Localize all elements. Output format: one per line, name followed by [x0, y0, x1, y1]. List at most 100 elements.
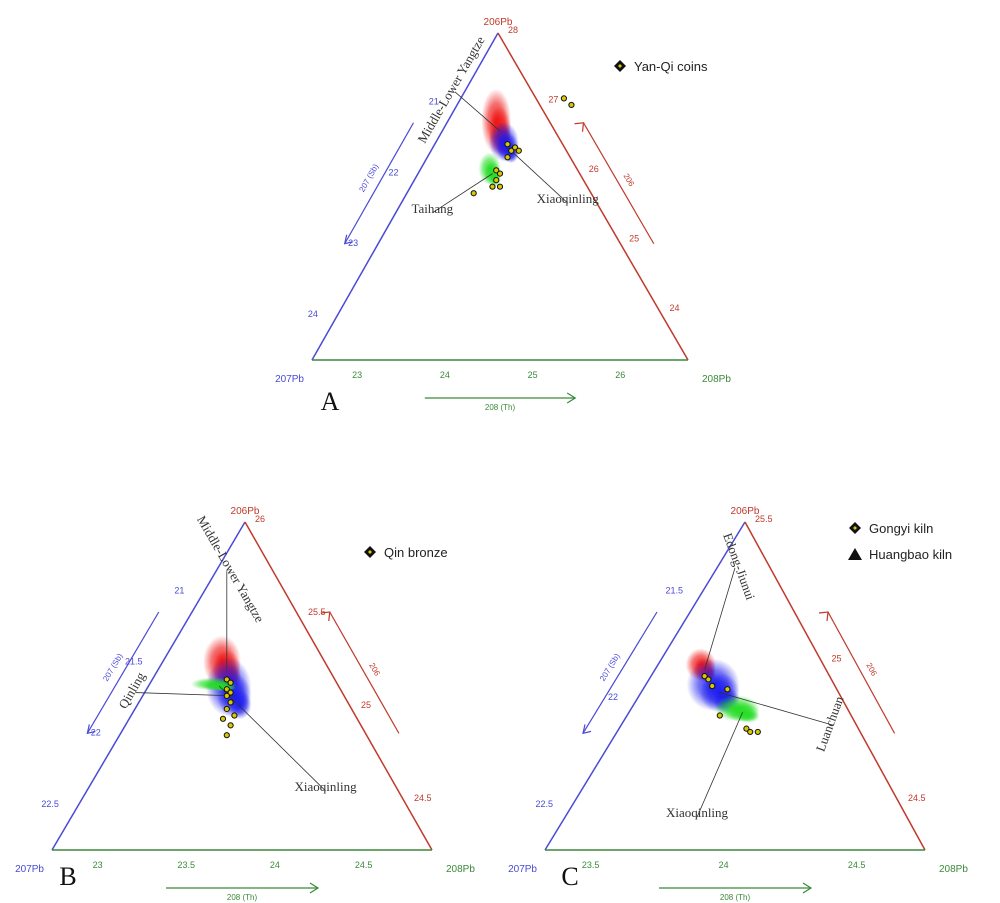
tick-label-bottom: 23.5 — [582, 860, 600, 870]
field-label: Xiaoqinling — [666, 805, 729, 820]
data-point — [743, 725, 750, 732]
data-point — [724, 686, 731, 693]
data-point — [227, 699, 234, 706]
data-point — [504, 141, 511, 148]
vertex-label-right: 208Pb — [446, 864, 475, 875]
panel-label: B — [59, 862, 76, 891]
tick-label-right: 25 — [361, 700, 371, 710]
left-axis-arrow — [86, 611, 160, 734]
left-axis-label: 207 (Sb) — [598, 652, 622, 683]
legend-label: Yan-Qi coins — [634, 59, 708, 74]
triangle-right-side — [497, 32, 689, 361]
right-axis-arrow — [329, 611, 400, 734]
left-axis-arrow — [344, 122, 415, 245]
tick-label-right: 25 — [832, 653, 842, 663]
field-label: Xiaoqinling — [537, 191, 600, 206]
tick-label-bottom: 24 — [440, 370, 450, 380]
data-point — [705, 676, 712, 683]
bottom-axis-label: 208 (Th) — [485, 403, 516, 412]
ternary-panel-a: 28 27 26 25 24 21 22 23 24 23 24 25 26 206Pb 207Pb 208P… — [275, 17, 731, 416]
vertex-label-left: 207Pb — [15, 864, 44, 875]
field-leader-line — [135, 692, 235, 697]
left-axis-arrow — [582, 611, 658, 734]
left-axis-arrowhead — [582, 724, 592, 735]
ternary-panel-b: 26 25.5 25 24.5 21 21.5 22 22.5 23 23.5 24 24.5 206P… — [15, 506, 475, 902]
tick-label-left: 21.5 — [125, 657, 143, 667]
tick-label-bottom: 23 — [93, 860, 103, 870]
field-leader-line — [454, 91, 501, 132]
tick-label-right: 25.5 — [308, 607, 326, 617]
tick-label-right: 27 — [548, 94, 558, 104]
legend-triangle-icon — [848, 548, 862, 560]
data-point — [709, 682, 716, 690]
data-point — [515, 147, 522, 154]
triangle-left-side — [51, 521, 246, 851]
data-point — [227, 722, 234, 729]
data-point — [231, 712, 238, 719]
field-label: Taihang — [411, 201, 453, 216]
left-axis-arrowhead — [86, 724, 96, 735]
data-point — [496, 170, 504, 177]
vertex-label-left: 207Pb — [508, 864, 537, 875]
field-label: Qinling — [115, 669, 148, 711]
field-leader-line — [704, 567, 736, 670]
triangle-left-side — [311, 32, 499, 361]
data-point — [747, 728, 754, 736]
data-point — [493, 167, 500, 174]
right-axis-label: 206 — [367, 661, 382, 678]
data-point — [489, 183, 496, 190]
vertex-label-right: 208Pb — [939, 864, 968, 875]
data-point — [223, 732, 230, 739]
tick-label-bottom: 24.5 — [848, 860, 866, 870]
data-point — [470, 190, 477, 197]
tick-label-bottom: 26 — [615, 370, 625, 380]
left-axis-arrowhead — [343, 234, 353, 245]
data-point — [227, 689, 234, 696]
tick-label-bottom: 23.5 — [178, 860, 196, 870]
tick-label-left: 22 — [388, 167, 398, 177]
vertex-label-top: 206Pb — [484, 17, 513, 28]
right-axis-arrowhead — [818, 611, 829, 622]
vertex-label-left: 207Pb — [275, 374, 304, 385]
data-point — [223, 676, 230, 683]
data-point — [560, 95, 568, 102]
data-point — [496, 183, 504, 190]
data-point — [219, 715, 227, 722]
field-label: Middle-Lower Yangtze — [194, 513, 267, 625]
tick-label-right: 25 — [629, 233, 639, 243]
bottom-axis-label: 208 (Th) — [227, 893, 258, 902]
tick-label-right: 24.5 — [414, 793, 432, 803]
right-axis-arrow — [827, 611, 896, 734]
tick-label-left: 24 — [308, 309, 318, 319]
tick-label-bottom: 24 — [719, 860, 729, 870]
bottom-axis-label: 208 (Th) — [720, 893, 751, 902]
data-point — [223, 705, 230, 713]
ternary-panel-c: 25.5 25 24.5 21.5 22 22.5 23.5 24 24.5 206Pb 207Pb… — [508, 506, 968, 902]
data-point — [223, 692, 230, 699]
data-point — [511, 144, 519, 151]
tick-label-right: 25.5 — [755, 514, 773, 524]
field-leader-line — [696, 712, 743, 818]
triangle-right-side — [744, 521, 926, 851]
tick-label-bottom: 25 — [528, 370, 538, 380]
triangle-left-side — [544, 521, 746, 851]
field-label: Luanchuan — [813, 694, 847, 754]
field-leader-line — [507, 147, 568, 204]
triangle-right-side — [244, 521, 433, 851]
legend-diamond-fill — [618, 64, 622, 68]
field-label: Middle-Lower Yangtze — [414, 33, 487, 145]
tick-label-bottom: 24 — [270, 860, 280, 870]
data-point — [223, 686, 230, 693]
field-leader-line — [719, 692, 834, 726]
bottom-axis-arrowhead — [566, 392, 577, 404]
tick-label-left: 21 — [174, 586, 184, 596]
tick-label-left: 21.5 — [665, 586, 683, 596]
field-label: Xiaoqinling — [295, 779, 358, 794]
data-point — [568, 101, 575, 109]
data-point — [504, 154, 511, 161]
panel-label: A — [321, 387, 340, 416]
vertex-label-right: 208Pb — [702, 374, 731, 385]
field-leader-line — [432, 173, 493, 214]
right-axis-label: 206 — [622, 172, 637, 189]
